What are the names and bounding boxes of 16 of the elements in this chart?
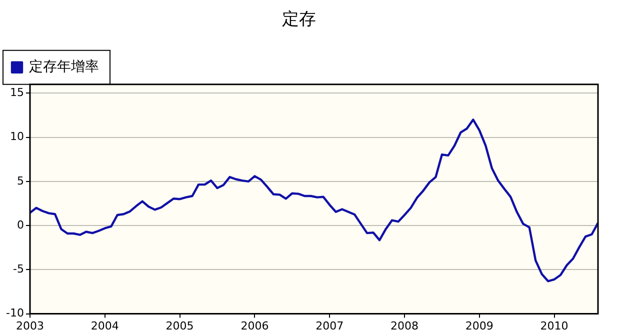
y-tick-label: 15 [10, 86, 24, 100]
x-tick-label: 2003 [16, 319, 44, 332]
x-tick-label: 2010 [540, 319, 568, 332]
y-tick-label: 10 [10, 130, 24, 144]
x-tick-label: 2006 [240, 319, 269, 332]
x-tick-label: 2008 [390, 319, 419, 332]
legend-label: 定存年增率 [29, 59, 99, 76]
y-tick-label: 0 [17, 218, 24, 232]
chart-title: 定存 [282, 10, 316, 30]
y-tick-label: -5 [13, 262, 24, 276]
y-tick-label: 5 [17, 174, 24, 188]
y-tick-label: -10 [6, 306, 24, 320]
x-tick-label: 2004 [90, 319, 119, 332]
x-tick-label: 2007 [316, 319, 344, 332]
x-tick-label: 2005 [166, 319, 194, 332]
x-tick-label: 2009 [465, 319, 494, 332]
